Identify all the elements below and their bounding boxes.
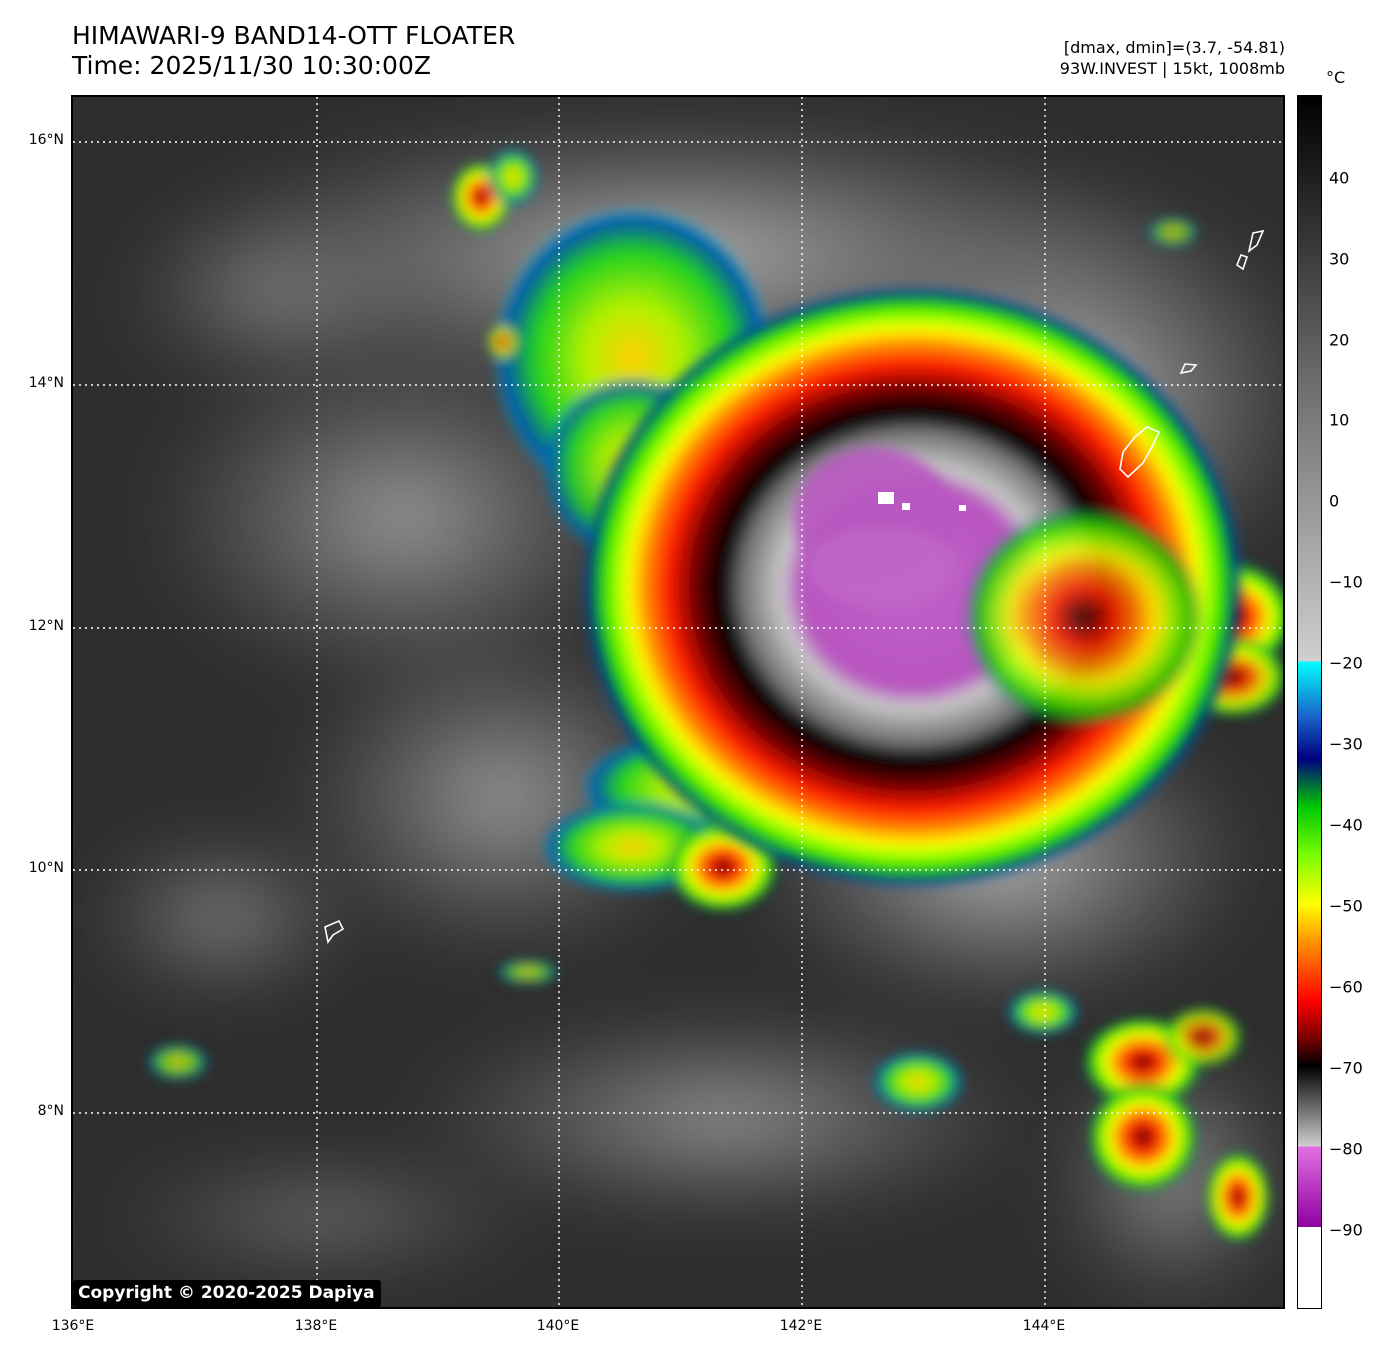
colorbar-tick-20: 20 [1329, 330, 1350, 350]
time-label: Time: 2025/11/30 10:30:00Z [72, 51, 431, 80]
colorbar-tick-minus70: −70 [1329, 1058, 1363, 1078]
colorbar-tick-minus80: −80 [1329, 1139, 1363, 1159]
colorbar-tick-40: 40 [1329, 168, 1350, 188]
colorbar-tick-minus50: −50 [1329, 896, 1363, 916]
colorbar-tick-minus10: −10 [1329, 572, 1363, 592]
overshooting-tops [878, 492, 966, 511]
colorbar-unit: °C [1326, 68, 1346, 87]
dmax-dmin-label: [dmax, dmin]=(3.7, -54.81) [1063, 38, 1285, 57]
colorbar-tick-10: 10 [1329, 410, 1350, 430]
chart-title: HIMAWARI-9 BAND14-OTT FLOATER [72, 21, 516, 50]
copyright-label: Copyright © 2020-2025 Dapiya [73, 1280, 381, 1307]
colorbar-tick-0: 0 [1329, 491, 1340, 511]
colorbar [1297, 95, 1322, 1309]
lat-label-10n: 10°N [28, 860, 64, 876]
coastlines [324, 229, 1265, 944]
satellite-map[interactable] [71, 95, 1285, 1309]
lon-label-140e: 140°E [536, 1318, 580, 1334]
lat-label-12n: 12°N [28, 618, 64, 634]
colorbar-tick-minus30: −30 [1329, 734, 1363, 754]
satellite-imagery [73, 97, 1283, 1307]
lat-label-8n: 8°N [37, 1103, 64, 1119]
cold-cloud-top [793, 447, 958, 607]
colorbar-tick-minus40: −40 [1329, 815, 1363, 835]
lat-label-16n: 16°N [28, 132, 64, 148]
storm-info-label: 93W.INVEST | 15kt, 1008mb [1059, 59, 1285, 78]
colorbar-tick-minus60: −60 [1329, 977, 1363, 997]
colorbar-tick-minus20: −20 [1329, 653, 1363, 673]
colorbar-tick-30: 30 [1329, 249, 1350, 269]
lat-label-14n: 14°N [28, 375, 64, 391]
lon-label-142e: 142°E [779, 1318, 823, 1334]
lon-label-136e: 136°E [51, 1318, 95, 1334]
lon-label-144e: 144°E [1022, 1318, 1066, 1334]
lat-lon-grid [73, 97, 1283, 1307]
colorbar-tick-minus90: −90 [1329, 1220, 1363, 1240]
lon-label-138e: 138°E [294, 1318, 338, 1334]
